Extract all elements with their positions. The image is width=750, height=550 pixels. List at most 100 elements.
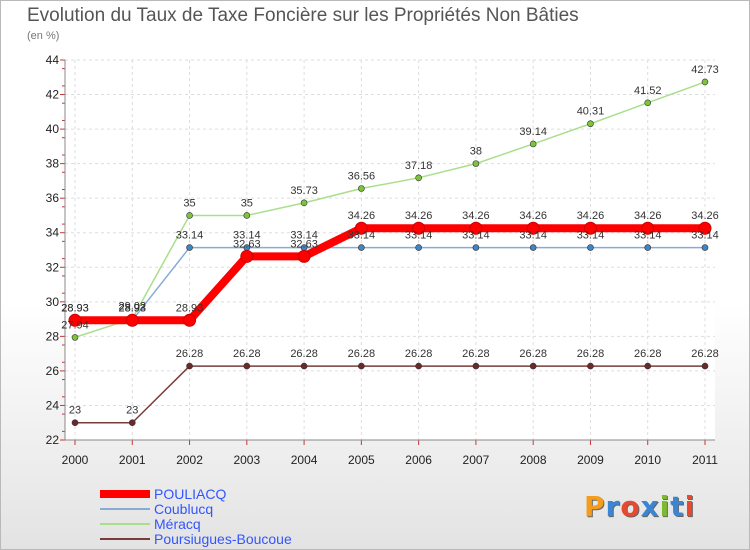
series-line-coublucq (74, 246, 706, 322)
y-tick-label: 26 (46, 364, 60, 378)
data-label: 33.14 (176, 230, 204, 242)
data-point (358, 362, 365, 370)
x-tick-label: 2002 (176, 453, 203, 467)
data-point (183, 313, 197, 327)
x-tick-label: 2005 (348, 453, 375, 467)
data-point (472, 244, 480, 251)
y-tick-label: 22 (46, 433, 60, 447)
data-point (644, 362, 652, 370)
x-tick-label: 2009 (577, 453, 604, 467)
data-label: 26.28 (462, 348, 490, 360)
data-label: 26.28 (290, 348, 318, 360)
data-point (469, 221, 483, 235)
logo-letter: r (605, 490, 621, 523)
data-point (358, 185, 365, 192)
data-label: 26.28 (348, 348, 376, 360)
data-label: 33.14 (691, 230, 719, 242)
x-tick-label: 2003 (233, 453, 260, 467)
y-tick-label: 38 (46, 157, 60, 171)
x-tick-label: 2006 (405, 453, 432, 467)
data-point (526, 221, 540, 235)
x-tick-label: 2000 (62, 453, 89, 467)
data-point (644, 244, 652, 251)
plot-area (65, 60, 715, 440)
data-label: 34.26 (519, 210, 547, 222)
data-point (698, 221, 712, 235)
data-label: 33.14 (519, 230, 547, 242)
data-label: 33.14 (290, 230, 318, 242)
data-label: 34.26 (634, 210, 662, 222)
data-point (644, 99, 652, 107)
legend-label: Méracq (154, 516, 201, 532)
logo-letter: i (684, 490, 696, 523)
logo-letter: o (620, 490, 641, 523)
data-label: 33.14 (233, 230, 261, 242)
data-label: 26.28 (519, 348, 547, 360)
data-label: 33.14 (348, 230, 376, 242)
proxiti-logo: Proxiti (584, 490, 695, 523)
data-point (415, 174, 422, 182)
y-tick-label: 40 (46, 122, 60, 136)
data-label: 28.93 (119, 302, 147, 314)
x-tick-label: 2011 (692, 453, 718, 467)
data-point (240, 249, 254, 263)
data-point (415, 362, 422, 370)
data-point (701, 78, 709, 86)
data-point (71, 334, 79, 341)
x-tick-label: 2010 (634, 453, 661, 467)
data-label: 33.14 (634, 230, 662, 242)
data-label: 34.26 (462, 210, 490, 222)
y-tick-label: 30 (46, 295, 60, 309)
data-point (529, 140, 537, 148)
data-label: 42.73 (691, 64, 719, 76)
data-point (472, 362, 480, 370)
data-point (300, 199, 308, 207)
data-label: 41.52 (634, 85, 662, 97)
y-tick-label: 36 (46, 191, 60, 205)
data-label: 33.14 (405, 230, 433, 242)
data-label: 40.31 (577, 106, 605, 118)
series-line-poursiugues-boucoue (74, 365, 706, 424)
data-label: 35.73 (290, 185, 318, 197)
data-point (125, 313, 139, 327)
logo-letter: i (659, 490, 671, 523)
data-label: 29.02 (119, 301, 147, 313)
logo-letter: P (584, 490, 606, 523)
data-label: 27.94 (61, 319, 89, 331)
data-point (701, 244, 709, 251)
data-label: 23 (126, 405, 138, 417)
data-label: 36.56 (348, 171, 376, 183)
data-label: 32.63 (290, 238, 318, 250)
data-point (243, 362, 251, 370)
data-label: 34.26 (577, 210, 605, 222)
data-point (587, 362, 594, 370)
logo-letter: t (670, 490, 685, 523)
data-point (186, 212, 193, 219)
series-line-pouliacq (71, 224, 709, 325)
data-label: 35 (183, 197, 195, 209)
data-point (300, 362, 308, 370)
data-label: 38 (470, 146, 482, 158)
data-label: 23 (69, 405, 81, 417)
y-tick-label: 24 (46, 398, 60, 412)
data-label: 28.93 (119, 302, 147, 314)
data-label: 34.26 (348, 210, 376, 222)
chart-subtitle: (en %) (27, 30, 60, 42)
data-point (587, 244, 594, 251)
data-point (297, 249, 311, 263)
data-label: 33.14 (577, 230, 605, 242)
data-point (354, 221, 368, 235)
series-line-méracq (74, 81, 706, 339)
data-point (472, 160, 480, 167)
y-tick-label: 32 (46, 260, 60, 274)
y-tick-label: 42 (46, 88, 60, 102)
x-tick-label: 2008 (520, 453, 547, 467)
data-point (587, 120, 594, 128)
data-point (529, 244, 537, 251)
data-point (358, 244, 365, 251)
data-point (243, 212, 251, 219)
data-point (68, 313, 82, 327)
data-point (186, 244, 193, 251)
legend-label: Coublucq (154, 501, 213, 517)
data-label: 35 (241, 197, 253, 209)
